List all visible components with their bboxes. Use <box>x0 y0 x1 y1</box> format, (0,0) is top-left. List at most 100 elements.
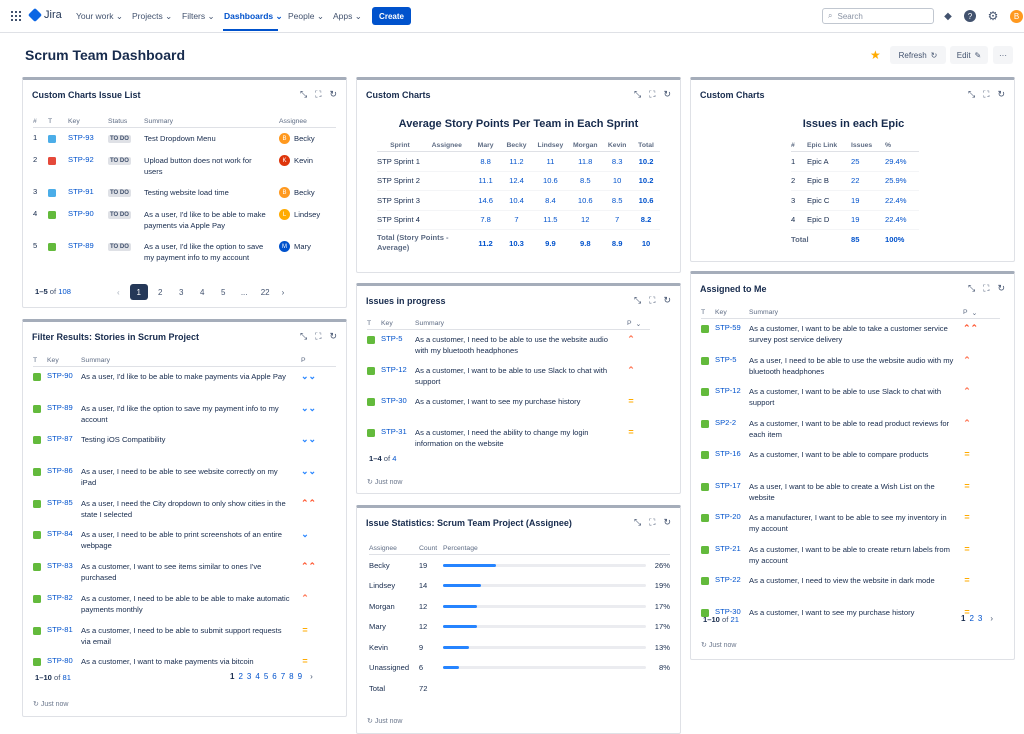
issue-key-link[interactable]: STP-93 <box>68 133 94 142</box>
fullscreen-icon[interactable]: ⛶ <box>649 89 656 99</box>
fullscreen-icon[interactable]: ⛶ <box>983 89 990 99</box>
issue-key-link[interactable]: STP-21 <box>715 543 741 553</box>
table-row[interactable]: STP-12 As a customer, I want to be able t… <box>701 382 1000 414</box>
page-link[interactable]: 3 <box>977 614 983 623</box>
app-switcher-icon[interactable] <box>11 11 21 21</box>
nav-people[interactable]: People ⌄ <box>288 11 324 21</box>
issue-key-link[interactable]: STP-90 <box>47 371 73 380</box>
help-icon[interactable]: ? <box>964 10 976 22</box>
issue-key-link[interactable]: STP-30 <box>715 606 741 616</box>
issue-key-link[interactable]: STP-89 <box>47 402 73 412</box>
table-row[interactable]: STP-81 As a customer, I need to be able t… <box>33 621 336 653</box>
table-row[interactable]: STP-90 As a user, I'd like to be able to … <box>33 367 336 399</box>
edit-button[interactable]: Edit ✎ <box>950 46 988 64</box>
value-link[interactable]: 8.5 <box>611 195 623 205</box>
issue-key-link[interactable]: STP-12 <box>381 365 407 374</box>
page-link[interactable]: 1 <box>129 284 148 300</box>
table-row[interactable]: STP-30 As a customer, I want to see my pu… <box>367 392 650 423</box>
table-row[interactable]: STP-22 As a customer, I need to view the … <box>701 571 1000 603</box>
value-link[interactable]: 11.1 <box>478 176 493 186</box>
value-link[interactable]: 10.4 <box>509 195 524 205</box>
fullscreen-icon[interactable]: ⛶ <box>649 517 656 527</box>
star-icon[interactable]: ★ <box>870 48 881 62</box>
create-button[interactable]: Create <box>372 7 411 25</box>
page-link[interactable]: 5 <box>220 287 226 297</box>
table-row[interactable]: SP2-2 As a customer, I want to be able to… <box>701 414 1000 446</box>
nav-filters[interactable]: Filters ⌄ <box>182 11 215 21</box>
value-link[interactable]: 11 <box>546 156 555 166</box>
table-row[interactable]: 3 STP-91 TO DO Testing website load time B Be… <box>33 187 315 198</box>
chevron-left-icon[interactable]: ‹ <box>117 287 120 297</box>
notifications-icon[interactable]: ◆ <box>944 10 952 22</box>
chevron-right-icon[interactable]: › <box>281 287 285 297</box>
page-link[interactable]: 5 <box>263 672 269 681</box>
page-link[interactable]: 8 <box>289 672 294 681</box>
avatar[interactable]: B <box>1010 10 1023 23</box>
sort-chevron-icon[interactable]: ⌄ <box>635 320 642 328</box>
table-row[interactable]: STP-5 As a user, I need to be able to use… <box>701 351 1000 383</box>
fullscreen-icon[interactable]: ⛶ <box>315 89 322 99</box>
value-link[interactable]: 11.8 <box>578 156 593 166</box>
page-link[interactable]: 3 <box>246 672 252 681</box>
refresh-button[interactable]: Refresh ↻ <box>890 46 946 64</box>
minimize-icon[interactable]: ⤡ <box>633 89 642 99</box>
issue-key-link[interactable]: STP-5 <box>715 354 737 364</box>
issues-link[interactable]: 22 <box>851 176 860 186</box>
value-link[interactable]: 7 <box>615 215 620 225</box>
value-link[interactable]: 11.5 <box>543 215 558 225</box>
refresh-icon[interactable]: ↻ <box>663 89 671 99</box>
value-link[interactable]: 12 <box>581 215 590 225</box>
refresh-icon[interactable]: ↻ <box>329 331 337 341</box>
sort-chevron-icon[interactable]: ⌄ <box>971 309 978 317</box>
value-link[interactable]: 10 <box>612 176 622 186</box>
table-row[interactable]: STP-17 As a user, I want to be able to cr… <box>701 477 1000 509</box>
issue-key-link[interactable]: STP-17 <box>715 480 741 490</box>
issues-link[interactable]: 19 <box>851 215 860 225</box>
page-link[interactable]: 9 <box>297 672 303 681</box>
issue-key-link[interactable]: STP-84 <box>47 529 73 539</box>
issue-key-link[interactable]: STP-89 <box>68 241 94 250</box>
issue-key-link[interactable]: STP-30 <box>381 396 407 405</box>
issue-key-link[interactable]: STP-22 <box>715 575 741 584</box>
nav-projects[interactable]: Projects ⌄ <box>132 11 173 21</box>
table-row[interactable]: STP-84 As a user, I need to be able to pr… <box>33 525 336 557</box>
table-row[interactable]: STP-85 As a user, I need the City dropdow… <box>33 494 336 526</box>
table-row[interactable]: STP-20 As a manufacturer, I want to be ab… <box>701 508 1000 540</box>
total-link[interactable]: 21 <box>730 615 739 624</box>
issues-link[interactable]: 19 <box>851 195 860 205</box>
total-link[interactable]: 4 <box>392 454 397 463</box>
minimize-icon[interactable]: ⤡ <box>967 283 976 293</box>
refresh-icon[interactable]: ↻ <box>997 89 1005 99</box>
page-link[interactable]: 22 <box>260 287 270 297</box>
issue-key-link[interactable]: STP-90 <box>68 209 94 218</box>
issue-key-link[interactable]: STP-85 <box>47 497 73 507</box>
refresh-icon[interactable]: ↻ <box>997 283 1005 293</box>
total-link[interactable]: 81 <box>62 673 71 682</box>
value-link[interactable]: 10.6 <box>577 195 593 205</box>
fullscreen-icon[interactable]: ⛶ <box>315 331 322 341</box>
total-link[interactable]: 108 <box>58 287 71 296</box>
chevron-right-icon[interactable]: › <box>310 672 313 681</box>
table-row[interactable]: 2 STP-92 TO DO Upload button does not work … <box>33 155 313 176</box>
minimize-icon[interactable]: ⤡ <box>633 295 642 305</box>
table-row[interactable]: STP-87 Testing iOS Compatibility ⌄⌄ <box>33 430 336 462</box>
table-row[interactable]: 5 STP-89 TO DO As a user, I'd like the opti… <box>33 241 311 262</box>
table-row[interactable]: STP-16 As a customer, I want to be able t… <box>701 445 1000 477</box>
table-row[interactable]: STP-21 As a customer, I want to be able t… <box>701 540 1000 572</box>
value-link[interactable]: 14.6 <box>478 195 493 205</box>
refresh-icon[interactable]: ↻ <box>663 295 671 305</box>
minimize-icon[interactable]: ⤡ <box>299 89 308 99</box>
issue-key-link[interactable]: STP-91 <box>68 187 94 196</box>
nav-your-work[interactable]: Your work ⌄ <box>76 11 123 21</box>
nav-dashboards[interactable]: Dashboards ⌄ <box>224 11 283 21</box>
nav-apps[interactable]: Apps ⌄ <box>333 11 362 21</box>
value-link[interactable]: 10.6 <box>543 176 558 186</box>
value-link[interactable]: 8.4 <box>545 195 556 205</box>
value-link[interactable]: 8.8 <box>480 156 491 166</box>
table-row[interactable]: STP-80 As a customer, I want to make paym… <box>33 652 336 684</box>
issue-key-link[interactable]: STP-81 <box>47 624 73 634</box>
issue-key-link[interactable]: STP-80 <box>47 656 73 666</box>
settings-icon[interactable]: ⚙ <box>987 9 999 23</box>
page-link[interactable]: 6 <box>272 672 277 681</box>
value-link[interactable]: 7 <box>514 215 519 225</box>
